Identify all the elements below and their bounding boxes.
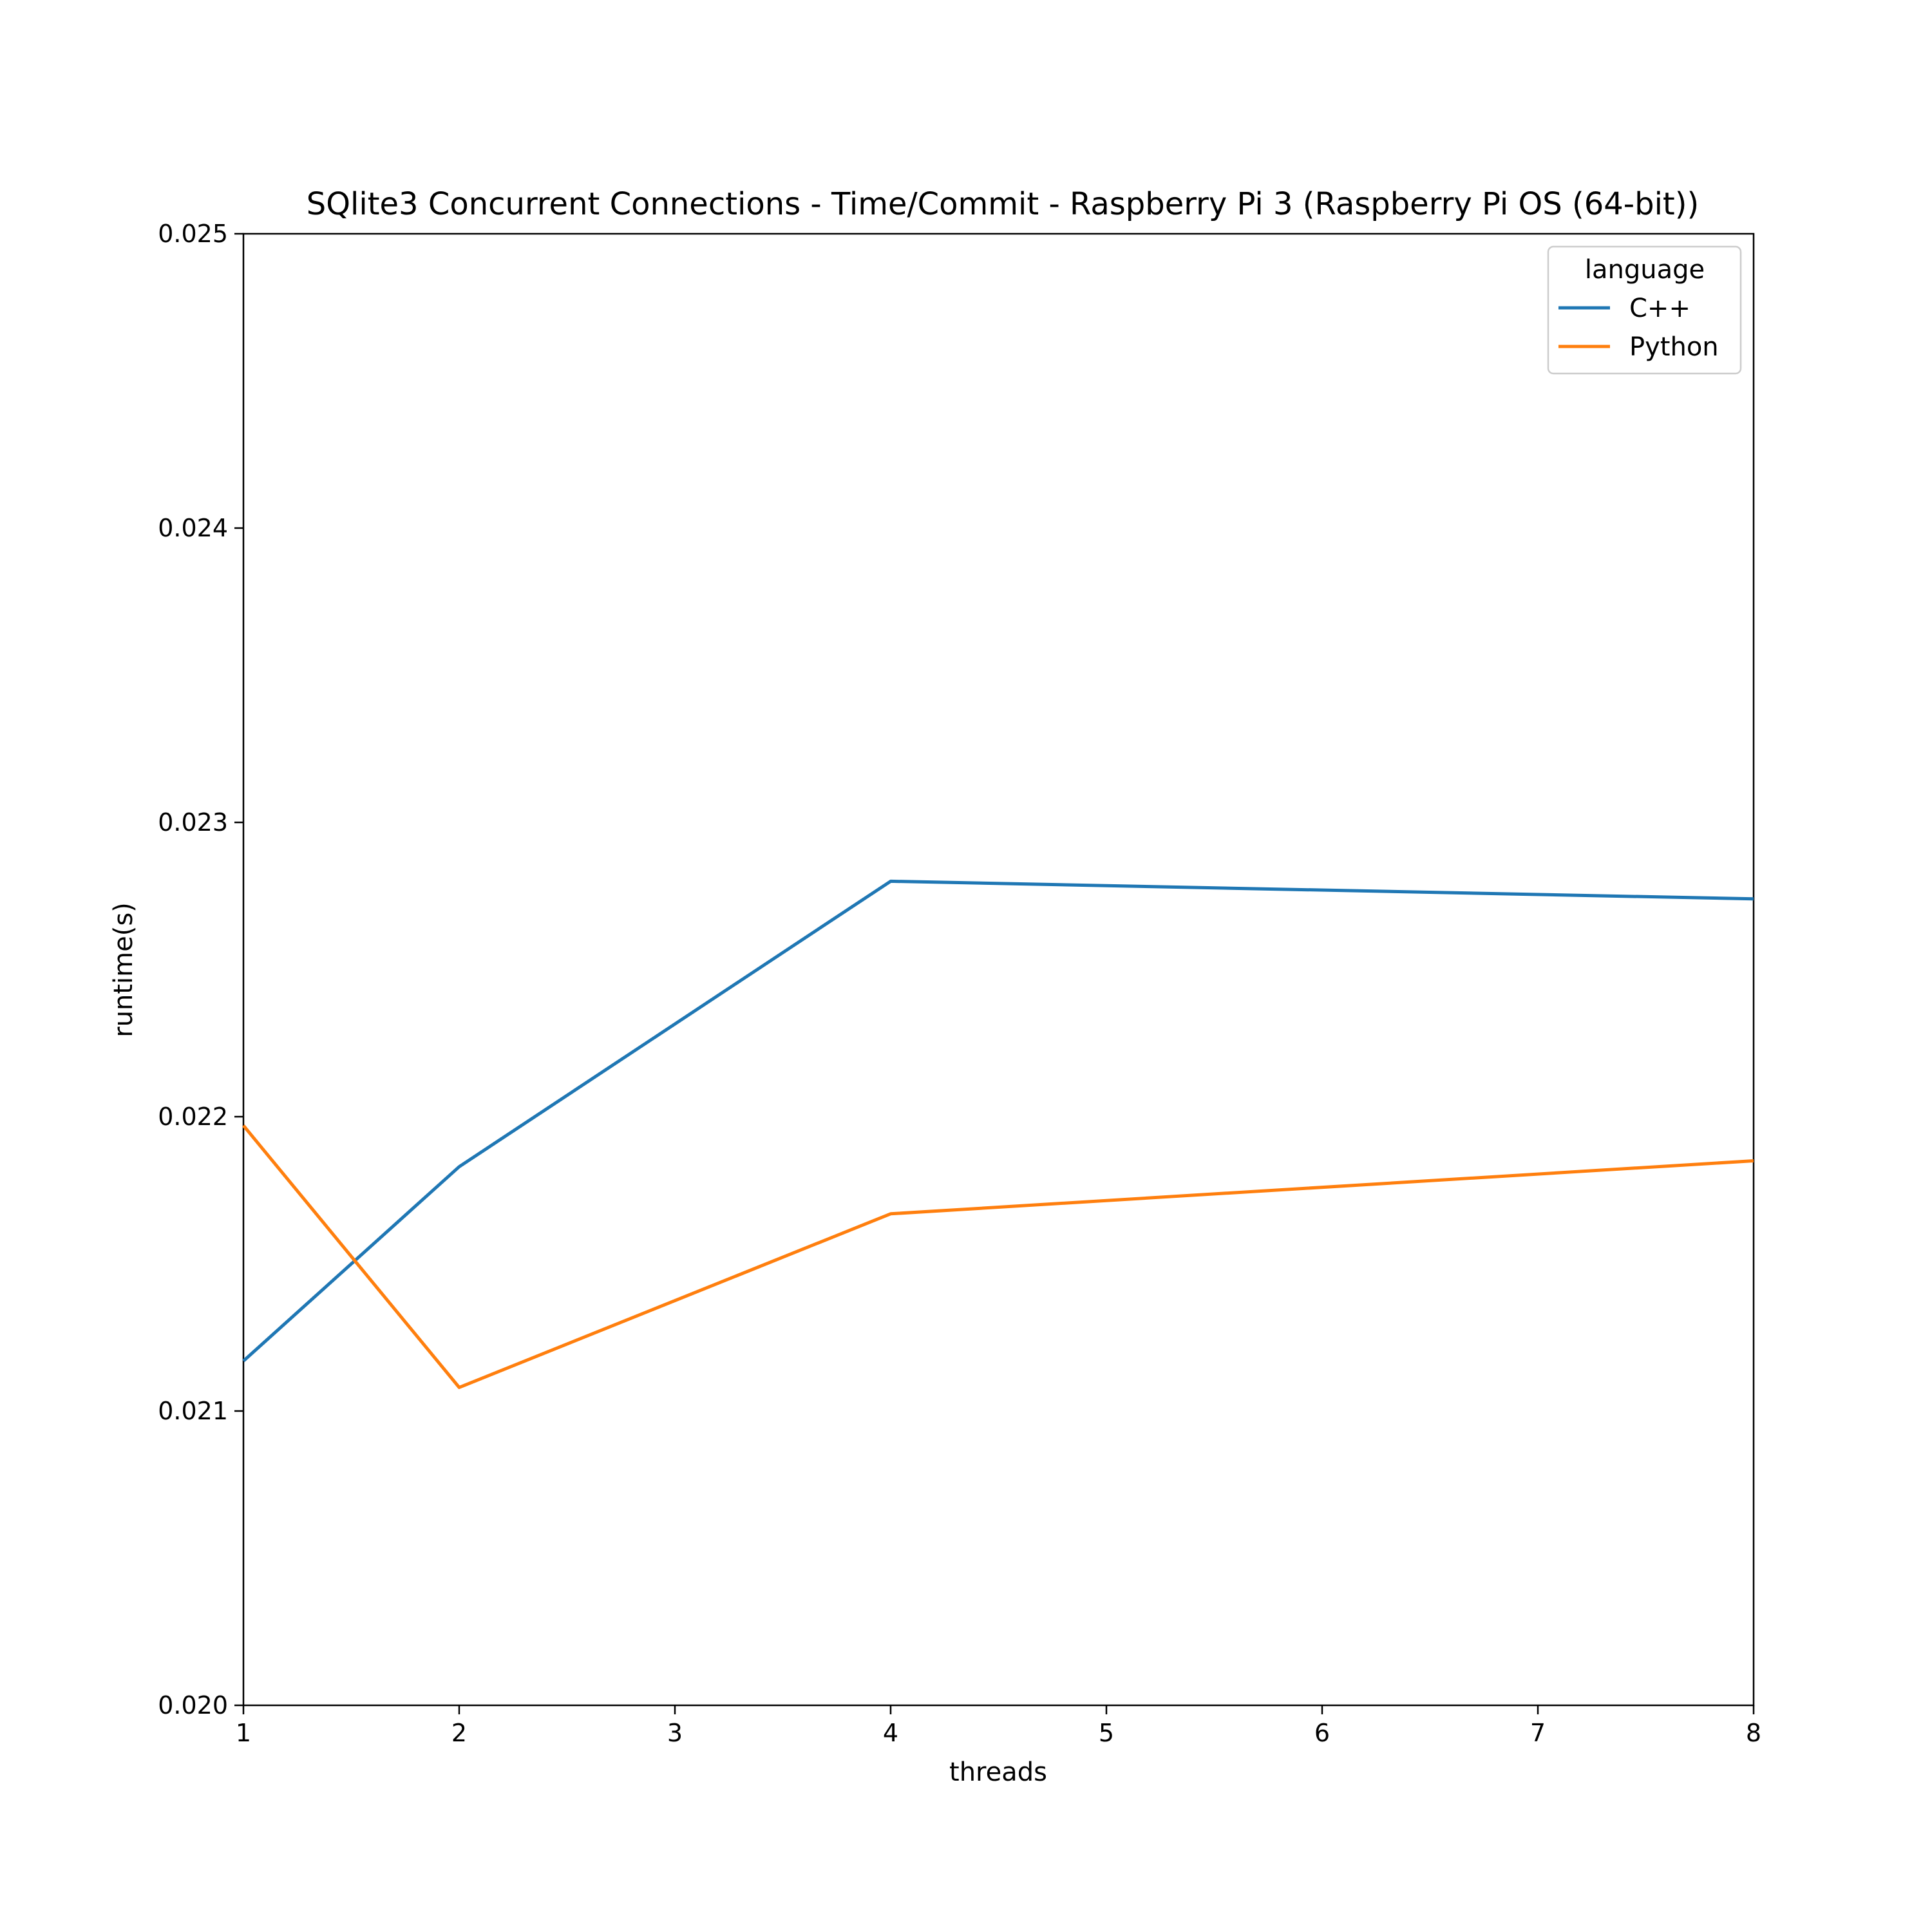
legend: language C++ Python	[1547, 245, 1742, 375]
x-tick-label: 4	[883, 1719, 898, 1747]
x-tick-label: 6	[1314, 1719, 1330, 1747]
legend-entry-label: C++	[1629, 294, 1690, 323]
y-tick-label: 0.022	[158, 1103, 228, 1131]
x-tick-label: 8	[1746, 1719, 1761, 1747]
legend-entries: C++ Python	[1558, 294, 1719, 362]
plot-area-frame	[242, 232, 1755, 1707]
x-tick-label: 1	[236, 1719, 251, 1747]
y-tick-label: 0.025	[158, 220, 228, 248]
series-line-c	[242, 879, 1754, 1363]
y-axis-label: runtime(s)	[109, 902, 138, 1037]
x-axis-label: threads	[949, 1757, 1047, 1787]
legend-title: language	[1585, 255, 1705, 285]
legend-box	[1547, 245, 1742, 375]
x-tick-label: 7	[1530, 1719, 1546, 1747]
legend-entry-label: Python	[1629, 332, 1719, 362]
y-tick-label: 0.023	[158, 808, 228, 837]
y-tick-label: 0.024	[158, 514, 228, 542]
x-tick-label: 5	[1099, 1719, 1114, 1747]
x-tick-label: 2	[451, 1719, 467, 1747]
y-tick-label: 0.021	[158, 1397, 228, 1425]
x-axis-ticks: 1 2 3 4 5 6 7 8	[236, 1705, 1761, 1747]
x-tick-label: 3	[667, 1719, 683, 1747]
chart-title: SQlite3 Concurrent Connections - Time/Co…	[307, 186, 1699, 222]
y-axis-ticks: 0.020 0.021 0.022 0.023 0.024 0.025	[158, 220, 243, 1719]
series-lines	[242, 879, 1754, 1389]
y-tick-label: 0.020	[158, 1691, 228, 1719]
series-line-python	[242, 1124, 1754, 1389]
